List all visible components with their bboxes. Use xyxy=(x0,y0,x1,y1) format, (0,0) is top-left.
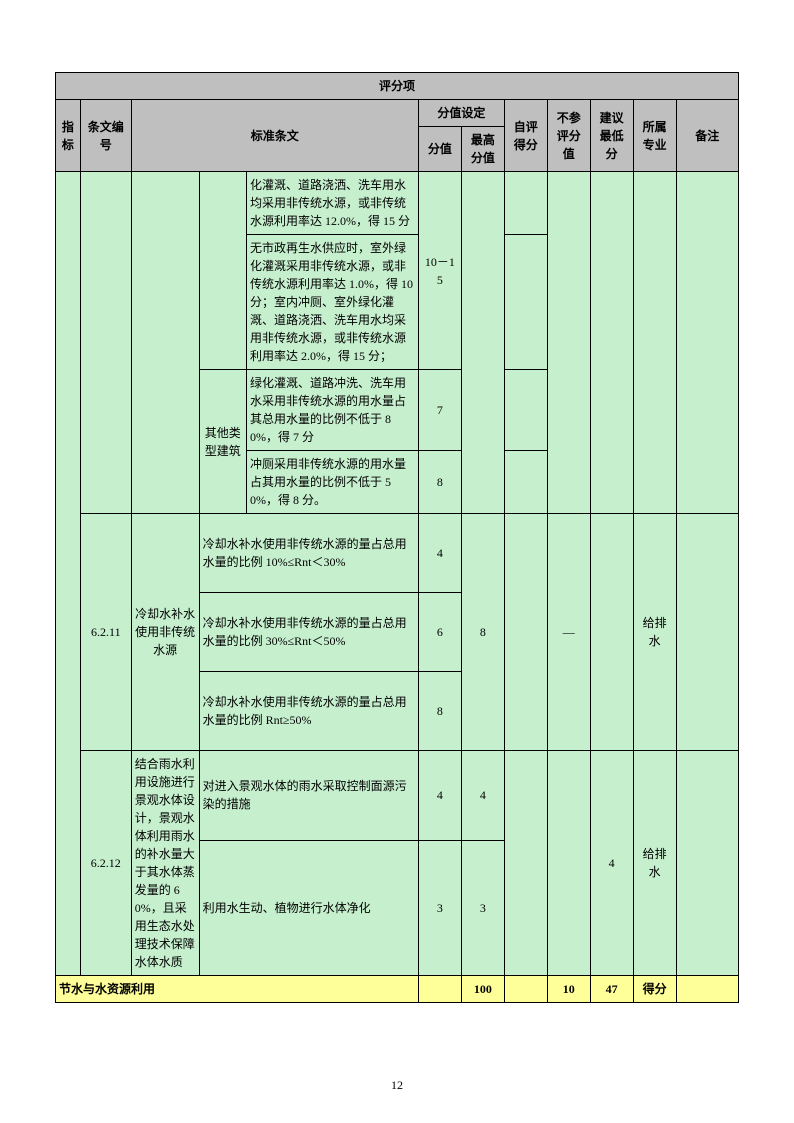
remark-cell xyxy=(676,514,738,751)
clause-text-cell: 冷却水补水使用非传统水源 xyxy=(131,514,199,751)
subcat-cell: 其他类型建筑 xyxy=(199,370,246,514)
clause-no-cell: 6.2.11 xyxy=(80,514,131,751)
discipline-cell: 给排水 xyxy=(633,514,676,751)
col-discipline: 所属专业 xyxy=(633,100,676,172)
clause-text-cell xyxy=(131,172,199,514)
criteria-cell: 冷却水补水使用非传统水源的量占总用水量的比例 30%≤Rnt＜50% xyxy=(199,593,418,672)
summary-suggest-min: 47 xyxy=(590,976,633,1003)
page-container: 评分项 指标 条文编号 标准条文 分值设定 自评得分 不参评分值 建议最低分 所… xyxy=(0,0,794,1123)
self-score-cell xyxy=(504,235,547,370)
max-score-cell: 8 xyxy=(461,514,504,751)
summary-label: 节水与水资源利用 xyxy=(56,976,419,1003)
summary-score-label: 得分 xyxy=(633,976,676,1003)
max-score-cell: 3 xyxy=(461,840,504,975)
not-judged-cell xyxy=(547,172,590,514)
col-self-score: 自评得分 xyxy=(504,100,547,172)
self-score-cell xyxy=(504,451,547,514)
summary-not-judged: 10 xyxy=(547,976,590,1003)
score-cell: 7 xyxy=(418,370,461,451)
max-score-cell xyxy=(461,172,504,514)
col-score: 分值 xyxy=(418,127,461,172)
criteria-cell: 冷却水补水使用非传统水源的量占总用水量的比例 Rnt≥50% xyxy=(199,672,418,751)
col-clause-no: 条文编号 xyxy=(80,100,131,172)
not-judged-cell xyxy=(547,751,590,976)
score-cell: 8 xyxy=(418,451,461,514)
criteria-cell: 冷却水补水使用非传统水源的量占总用水量的比例 10%≤Rnt＜30% xyxy=(199,514,418,593)
summary-max: 100 xyxy=(461,976,504,1003)
score-cell: 3 xyxy=(418,840,461,975)
summary-remark xyxy=(676,976,738,1003)
remark-cell xyxy=(676,172,738,514)
indicator-cell xyxy=(56,172,81,976)
suggest-min-cell: 4 xyxy=(590,751,633,976)
summary-self xyxy=(504,976,547,1003)
clause-no-cell: 6.2.12 xyxy=(80,751,131,976)
self-score-cell xyxy=(504,172,547,235)
criteria-cell: 无市政再生水供应时，室外绿化灌溉采用非传统水源，或非传统水源利用率达 1.0%，… xyxy=(247,235,419,370)
subcat-cell xyxy=(199,172,246,370)
score-cell: 4 xyxy=(418,514,461,593)
discipline-cell: 给排水 xyxy=(633,751,676,976)
table-row: 6.2.11 冷却水补水使用非传统水源 冷却水补水使用非传统水源的量占总用水量的… xyxy=(56,514,739,593)
discipline-cell xyxy=(633,172,676,514)
col-max-score: 最高分值 xyxy=(461,127,504,172)
summary-row: 节水与水资源利用 100 10 47 得分 xyxy=(56,976,739,1003)
remark-cell xyxy=(676,751,738,976)
col-remark: 备注 xyxy=(676,100,738,172)
criteria-cell: 冲厕采用非传统水源的用水量占其用水量的比例不低于 50%，得 8 分。 xyxy=(247,451,419,514)
score-cell: 6 xyxy=(418,593,461,672)
suggest-min-cell xyxy=(590,514,633,751)
criteria-cell: 化灌溉、道路浇洒、洗车用水均采用非传统水源，或非传统水源利用率达 12.0%，得… xyxy=(247,172,419,235)
col-clause-text: 标准条文 xyxy=(131,100,418,172)
score-cell: 4 xyxy=(418,751,461,841)
title-cell: 评分项 xyxy=(56,73,739,100)
scoring-table: 评分项 指标 条文编号 标准条文 分值设定 自评得分 不参评分值 建议最低分 所… xyxy=(55,72,739,1003)
clause-text-cell: 结合雨水利用设施进行景观水体设计，景观水体利用雨水的补水量大于其水体蒸发量的 6… xyxy=(131,751,199,976)
max-score-cell: 4 xyxy=(461,751,504,841)
summary-score xyxy=(418,976,461,1003)
suggest-min-cell xyxy=(590,172,633,514)
criteria-cell: 利用水生动、植物进行水体净化 xyxy=(199,840,418,975)
criteria-cell: 绿化灌溉、道路冲洗、洗车用水采用非传统水源的用水量占其总用水量的比例不低于 80… xyxy=(247,370,419,451)
self-score-cell xyxy=(504,751,547,976)
table-row: 6.2.12 结合雨水利用设施进行景观水体设计，景观水体利用雨水的补水量大于其水… xyxy=(56,751,739,841)
score-cell: 10－15 xyxy=(418,172,461,370)
table-row: 化灌溉、道路浇洒、洗车用水均采用非传统水源，或非传统水源利用率达 12.0%，得… xyxy=(56,172,739,235)
col-indicator: 指标 xyxy=(56,100,81,172)
score-cell: 8 xyxy=(418,672,461,751)
criteria-cell: 对进入景观水体的雨水采取控制面源污染的措施 xyxy=(199,751,418,841)
self-score-cell xyxy=(504,370,547,451)
header-row-2: 指标 条文编号 标准条文 分值设定 自评得分 不参评分值 建议最低分 所属专业 … xyxy=(56,100,739,127)
page-number: 12 xyxy=(0,1078,794,1093)
self-score-cell xyxy=(504,514,547,751)
not-judged-cell: — xyxy=(547,514,590,751)
col-score-setting: 分值设定 xyxy=(418,100,504,127)
clause-no-cell xyxy=(80,172,131,514)
header-row-1: 评分项 xyxy=(56,73,739,100)
col-suggest-min: 建议最低分 xyxy=(590,100,633,172)
col-not-judged: 不参评分值 xyxy=(547,100,590,172)
